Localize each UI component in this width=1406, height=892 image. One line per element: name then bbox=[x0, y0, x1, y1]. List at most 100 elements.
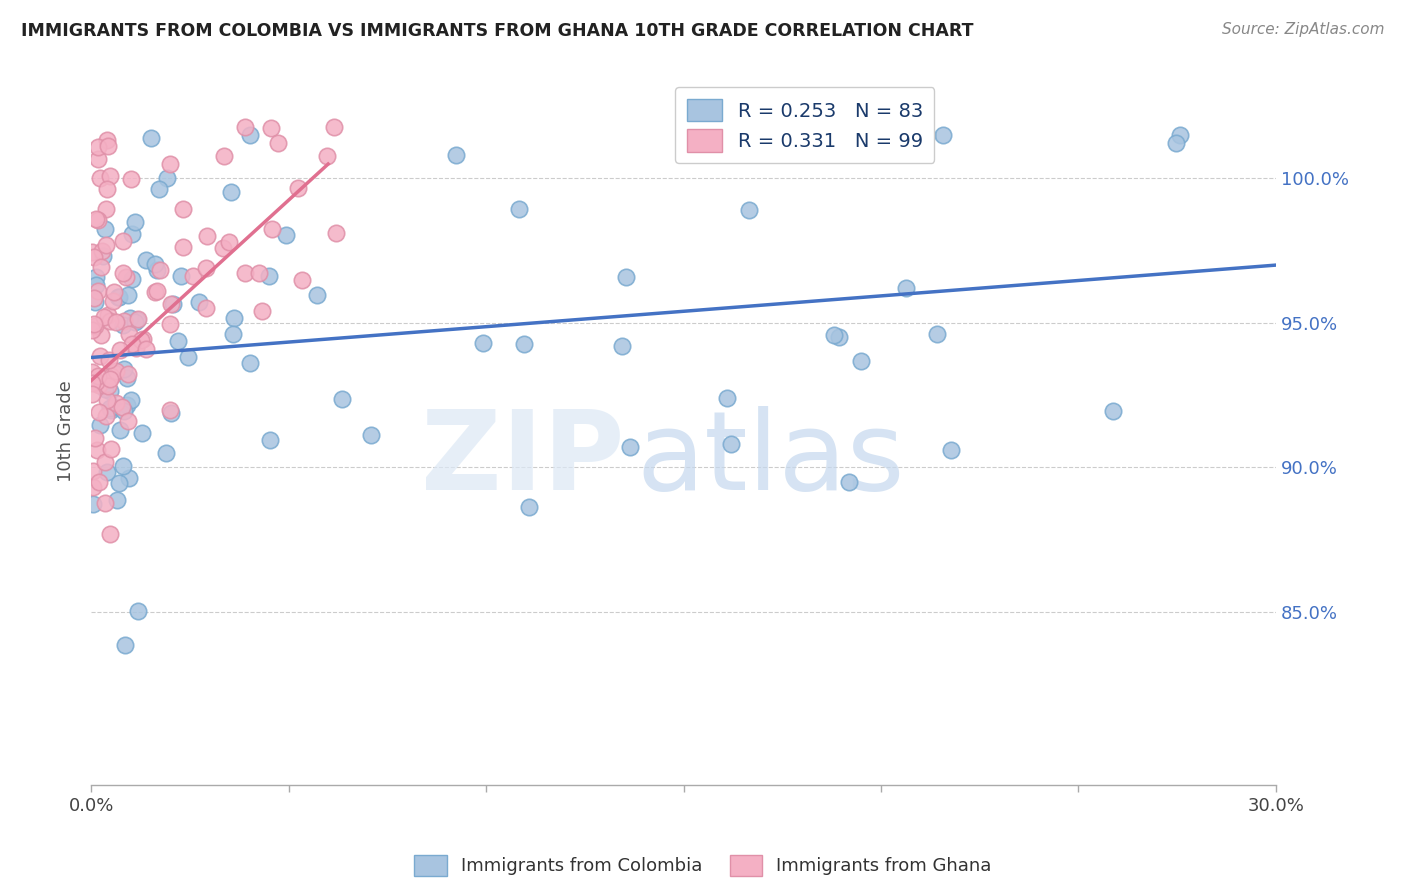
Point bbox=[508, 202, 530, 217]
Point bbox=[135, 342, 157, 356]
Legend: Immigrants from Colombia, Immigrants from Ghana: Immigrants from Colombia, Immigrants fro… bbox=[406, 847, 1000, 883]
Point bbox=[100, 370, 122, 384]
Point bbox=[87, 213, 110, 227]
Point bbox=[107, 290, 129, 304]
Point bbox=[517, 500, 540, 515]
Point bbox=[110, 343, 132, 358]
Point bbox=[218, 235, 240, 250]
Point bbox=[247, 266, 270, 280]
Point bbox=[896, 281, 918, 295]
Point bbox=[104, 364, 127, 378]
Point bbox=[104, 396, 127, 410]
Point bbox=[124, 315, 146, 329]
Point bbox=[148, 182, 170, 196]
Point bbox=[80, 387, 103, 401]
Point bbox=[97, 378, 120, 392]
Point bbox=[127, 604, 149, 618]
Point bbox=[94, 496, 117, 510]
Point bbox=[162, 297, 184, 311]
Point bbox=[80, 376, 103, 391]
Point bbox=[114, 270, 136, 285]
Point bbox=[291, 272, 314, 286]
Point bbox=[100, 442, 122, 456]
Point bbox=[87, 378, 110, 392]
Point bbox=[108, 424, 131, 438]
Point bbox=[117, 288, 139, 302]
Point bbox=[1164, 136, 1187, 150]
Point bbox=[239, 128, 262, 143]
Point bbox=[94, 455, 117, 469]
Point bbox=[260, 120, 283, 135]
Point bbox=[211, 241, 233, 255]
Point bbox=[121, 272, 143, 286]
Point bbox=[172, 202, 194, 217]
Point bbox=[1101, 403, 1123, 417]
Point bbox=[330, 392, 353, 407]
Point bbox=[125, 341, 148, 355]
Point bbox=[112, 404, 135, 418]
Point bbox=[315, 149, 337, 163]
Point bbox=[233, 120, 256, 134]
Point bbox=[94, 237, 117, 252]
Point bbox=[143, 257, 166, 271]
Point bbox=[176, 350, 198, 364]
Point bbox=[612, 338, 634, 352]
Point bbox=[849, 354, 872, 368]
Point bbox=[83, 318, 105, 333]
Legend: R = 0.253   N = 83, R = 0.331   N = 99: R = 0.253 N = 83, R = 0.331 N = 99 bbox=[675, 87, 935, 163]
Point bbox=[80, 323, 103, 337]
Point bbox=[94, 409, 117, 424]
Point bbox=[129, 333, 152, 347]
Point bbox=[118, 311, 141, 326]
Point bbox=[322, 120, 344, 134]
Point bbox=[87, 284, 110, 298]
Point bbox=[100, 403, 122, 417]
Point bbox=[86, 140, 108, 154]
Point bbox=[112, 234, 135, 248]
Point bbox=[94, 221, 117, 235]
Point bbox=[146, 284, 169, 298]
Point bbox=[103, 400, 125, 414]
Point bbox=[83, 317, 105, 331]
Point bbox=[101, 293, 124, 308]
Point bbox=[172, 240, 194, 254]
Point bbox=[96, 393, 118, 408]
Point bbox=[145, 263, 167, 277]
Point bbox=[98, 527, 121, 541]
Point bbox=[120, 172, 142, 186]
Text: Source: ZipAtlas.com: Source: ZipAtlas.com bbox=[1222, 22, 1385, 37]
Point bbox=[105, 492, 128, 507]
Point bbox=[112, 266, 135, 280]
Point bbox=[82, 464, 104, 478]
Point bbox=[720, 437, 742, 451]
Point bbox=[134, 253, 156, 268]
Point bbox=[84, 277, 107, 292]
Point bbox=[149, 263, 172, 277]
Point bbox=[194, 301, 217, 315]
Point bbox=[160, 406, 183, 420]
Point bbox=[259, 434, 281, 448]
Point bbox=[111, 458, 134, 473]
Point bbox=[737, 203, 759, 218]
Point bbox=[112, 361, 135, 376]
Point bbox=[195, 229, 218, 244]
Point bbox=[82, 497, 104, 511]
Point bbox=[117, 415, 139, 429]
Point bbox=[84, 375, 107, 389]
Point bbox=[93, 310, 115, 325]
Point bbox=[267, 136, 290, 150]
Point bbox=[121, 227, 143, 242]
Point bbox=[159, 317, 181, 331]
Point bbox=[159, 403, 181, 417]
Point bbox=[139, 130, 162, 145]
Point bbox=[83, 250, 105, 264]
Point bbox=[103, 285, 125, 299]
Point bbox=[513, 336, 536, 351]
Point bbox=[117, 471, 139, 485]
Point bbox=[97, 139, 120, 153]
Point bbox=[915, 128, 938, 143]
Point bbox=[93, 382, 115, 396]
Point bbox=[117, 368, 139, 382]
Point bbox=[96, 182, 118, 196]
Point bbox=[125, 313, 148, 327]
